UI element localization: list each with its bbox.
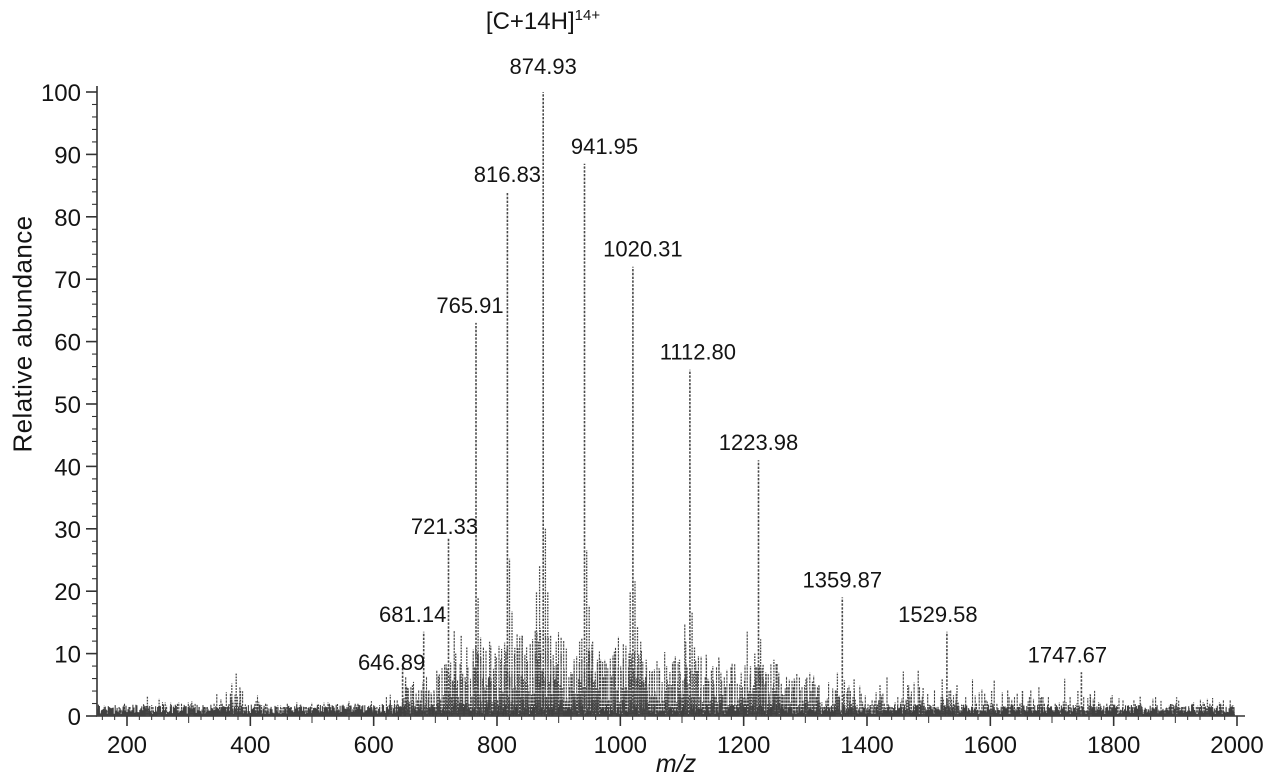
peak-label: 646.89 <box>358 650 425 675</box>
peak-label: 816.83 <box>474 162 541 187</box>
y-tick-label: 90 <box>54 142 81 169</box>
charge-state-annotation-superscript: 14+ <box>574 7 601 24</box>
peak-label: 874.93 <box>510 54 577 79</box>
y-axis-title: Relative abundance <box>7 215 38 453</box>
peak-label: 1020.31 <box>603 237 683 262</box>
y-tick-label: 30 <box>54 517 81 544</box>
y-tick-label: 50 <box>54 392 81 419</box>
spectrum-major-peaks <box>401 92 1083 716</box>
peak-label: 765.91 <box>436 293 503 318</box>
x-tick-label: 600 <box>354 732 394 759</box>
x-axis-ticks: 200 400 600 800 1000 1200 1400 1600 1800 2000 <box>101 716 1264 759</box>
peak-labels: 646.89 681.14 721.33 765.91 816.83 874.93 941.… <box>358 54 1107 675</box>
spectrum-satellite-peaks <box>145 528 1210 716</box>
x-tick-label: 200 <box>107 732 147 759</box>
peak-label: 1529.58 <box>898 602 978 627</box>
axes <box>96 86 1245 717</box>
peak-label: 1112.80 <box>660 340 736 365</box>
axis-lines <box>96 86 1245 717</box>
x-tick-label: 1800 <box>1087 732 1140 759</box>
y-tick-label: 60 <box>54 330 81 357</box>
peak-label: 721.33 <box>411 514 478 539</box>
peak-label: 941.95 <box>571 134 638 159</box>
y-tick-label: 10 <box>54 642 81 669</box>
x-tick-label: 800 <box>477 732 517 759</box>
x-axis-title: m/z <box>655 750 697 778</box>
y-tick-label: 70 <box>54 267 81 294</box>
peak-label: 1359.87 <box>803 567 883 592</box>
spectrum-noise-envelope <box>96 624 1235 716</box>
y-tick-label: 80 <box>54 205 81 232</box>
x-tick-label: 1400 <box>840 732 893 759</box>
x-tick-label: 2000 <box>1210 732 1263 759</box>
x-tick-label: 1000 <box>594 732 647 759</box>
x-tick-label: 1200 <box>717 732 770 759</box>
x-tick-label: 1600 <box>964 732 1017 759</box>
y-tick-label: 40 <box>54 454 81 481</box>
y-axis-ticks: 0 10 20 30 40 50 60 70 80 90 100 <box>41 80 97 731</box>
y-tick-label: 20 <box>54 579 81 606</box>
x-tick-label: 400 <box>230 732 270 759</box>
y-tick-label: 0 <box>68 704 81 731</box>
peak-label: 1747.67 <box>1028 642 1108 667</box>
peak-label: 1223.98 <box>719 430 799 455</box>
peak-label: 681.14 <box>379 602 446 627</box>
charge-state-annotation-base: [C+14H] <box>485 8 575 35</box>
charge-state-annotation: [C+14H]14+ <box>486 8 600 36</box>
y-tick-label: 100 <box>41 80 81 107</box>
